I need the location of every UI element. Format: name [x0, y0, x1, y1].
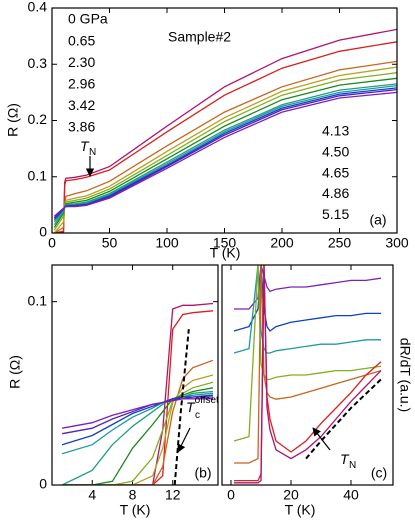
y-tick-label: 0	[39, 476, 47, 492]
annotation-arrow	[177, 427, 191, 453]
series-line	[234, 264, 382, 482]
annotation-main: T	[340, 451, 350, 467]
y-tick-label: 0.1	[28, 292, 48, 308]
x-tick-label: 0	[48, 235, 56, 251]
x-tick-label: 12	[165, 487, 181, 503]
x-tick-label: 250	[328, 235, 352, 251]
y-tick-label: 0.3	[28, 55, 48, 71]
series-line	[62, 302, 214, 485]
annotation-arrow	[312, 427, 331, 451]
y-tick-label: 0.4	[28, 0, 48, 15]
annotation-sub: N	[349, 460, 356, 471]
series-line	[61, 390, 214, 485]
series-line	[53, 91, 397, 217]
x-tick-label: 20	[283, 487, 299, 503]
annotation-main: T	[186, 399, 196, 415]
x-tick-label: 200	[270, 235, 294, 251]
annotation: TN	[80, 138, 96, 158]
legend-entry: 0 GPa	[68, 11, 108, 27]
legend-entry: 2.30	[68, 54, 95, 70]
legend-entry: 4.86	[322, 185, 349, 201]
y-tick-label: 0	[39, 224, 47, 240]
x-tick-label: 300	[385, 235, 409, 251]
y-tick-label: 0.1	[28, 167, 48, 183]
y-axis-label: R (Ω)	[7, 355, 23, 389]
annotation-sub: N	[89, 147, 96, 158]
axes-frame	[51, 264, 219, 486]
series-line	[61, 398, 213, 429]
legend-entry: 4.65	[322, 164, 349, 180]
series-line	[62, 387, 214, 485]
x-axis-label: T (K)	[285, 502, 316, 518]
legend-entry: 3.86	[68, 119, 95, 135]
x-tick-label: 150	[213, 235, 237, 251]
dashed-guide	[305, 378, 382, 460]
x-tick-label: 4	[88, 487, 96, 503]
annotation-sup: offset	[195, 395, 219, 406]
series-line	[61, 394, 214, 446]
sample-label: Sample#2	[168, 29, 231, 45]
series-line	[62, 310, 214, 485]
series-line	[62, 359, 214, 485]
series-line	[61, 392, 214, 455]
legend-entry: 5.15	[322, 206, 349, 222]
axes-frame	[51, 7, 398, 234]
legend-entry: 4.13	[322, 123, 349, 139]
panel-label: (b)	[194, 465, 211, 481]
x-tick-label: 8	[129, 487, 137, 503]
series-line	[234, 264, 382, 484]
series-line	[54, 41, 397, 233]
annotation: TN	[340, 451, 356, 471]
legend-entry: 4.50	[322, 144, 349, 160]
x-axis-label: T (K)	[120, 502, 151, 518]
annotation: Toffset c	[186, 395, 219, 421]
y-tick-label: 0.2	[28, 111, 48, 127]
series-line	[62, 374, 214, 485]
annotation-sub: c	[195, 410, 200, 421]
series-line	[233, 264, 382, 442]
axes-frame	[221, 264, 394, 486]
y-axis-label: dR/dT (a.u.)	[397, 338, 413, 412]
x-tick-label: 0	[227, 487, 235, 503]
series-line	[62, 381, 214, 485]
dashed-guide	[173, 329, 190, 486]
x-tick-label: 40	[343, 487, 359, 503]
annotation-main: T	[80, 138, 90, 154]
panel-label: (a)	[369, 212, 386, 228]
legend-entry: 2.96	[68, 76, 95, 92]
y-axis-label: R (Ω)	[5, 103, 21, 137]
x-axis-label: T (K)	[210, 245, 241, 261]
x-tick-label: 50	[102, 235, 118, 251]
panel-label: (c)	[371, 465, 387, 481]
legend-entry: 3.42	[68, 97, 95, 113]
legend-entry: 0.65	[68, 32, 95, 48]
x-tick-label: 100	[155, 235, 179, 251]
series-line	[234, 264, 382, 464]
